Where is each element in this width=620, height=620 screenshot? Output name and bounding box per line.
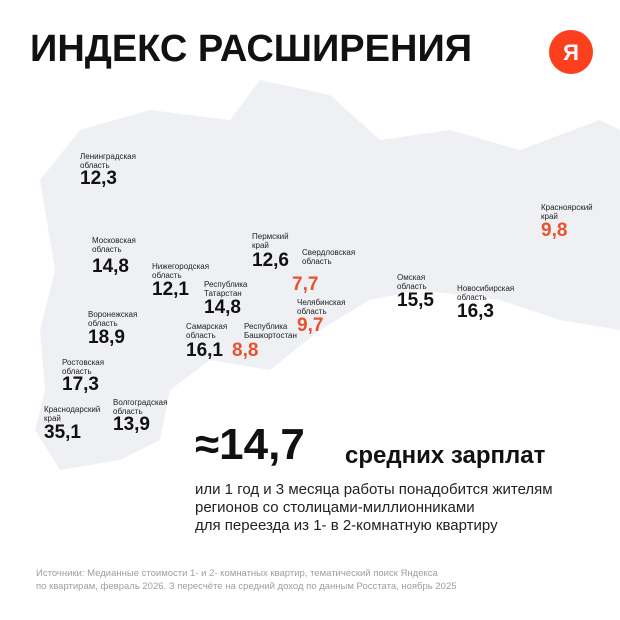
region-name: Самарская область (186, 322, 228, 340)
region-value: 12,6 (252, 250, 289, 271)
region-value: 9,7 (297, 315, 324, 336)
region-value: 14,8 (204, 297, 241, 318)
source-line: по квартирам, февраль 2026. З пересчёте … (36, 581, 457, 592)
region-name: Ростовская область (62, 358, 105, 376)
region-name: Свердловская область (302, 248, 356, 266)
region-name: Республика Татарстан (204, 280, 248, 298)
region-value: 14,8 (92, 256, 129, 277)
region-value: 13,9 (113, 414, 150, 435)
region-value: 35,1 (44, 422, 81, 443)
source-line: Источники: Медианные стоимости 1- и 2- к… (36, 568, 438, 579)
summary-unit: средних зарплат (345, 442, 546, 469)
summary-line: или 1 год и 3 месяца работы понадобится … (195, 481, 553, 498)
summary-value: ≈14,7 (195, 420, 305, 469)
summary-line: регионов со столицами-миллионниками (195, 499, 475, 516)
summary-line: для переезда из 1- в 2-комнатную квартир… (195, 517, 498, 534)
region-name: Ленинградская область (80, 152, 136, 170)
title: ИНДЕКС РАСШИРЕНИЯ (30, 28, 473, 70)
logo: Я (563, 40, 579, 65)
sources: Источники: Медианные стоимости 1- и 2- к… (36, 567, 457, 593)
region-name: Красноярский край (541, 203, 593, 221)
region-name: Московская область (92, 236, 136, 254)
region-name: Республика Башкортостан (244, 322, 297, 340)
region-name: Омская область (397, 273, 427, 291)
region-value: 12,3 (80, 168, 117, 189)
summary-text: или 1 год и 3 месяца работы понадобится … (195, 481, 553, 535)
region-name: Пермский край (252, 232, 289, 250)
region-name: Нижегородская область (152, 262, 210, 280)
region-name: Новосибирская область (457, 284, 515, 302)
map-shape (35, 80, 620, 470)
region-value: 17,3 (62, 374, 99, 395)
region-value: 15,5 (397, 290, 434, 311)
region-value: 8,8 (232, 340, 259, 361)
region-name: Волгоградская область (113, 398, 168, 416)
region-name: Челябинская область (297, 298, 346, 316)
region-value: 12,1 (152, 279, 189, 300)
region-name: Краснодарский край (44, 405, 101, 423)
region-value: 9,8 (541, 220, 568, 241)
region-name: Воронежская область (88, 310, 138, 328)
logo-circle (549, 30, 593, 74)
region-value: 16,3 (457, 301, 494, 322)
region-value: 18,9 (88, 327, 125, 348)
region-value: 7,7 (292, 274, 319, 295)
region-value: 16,1 (186, 340, 223, 361)
